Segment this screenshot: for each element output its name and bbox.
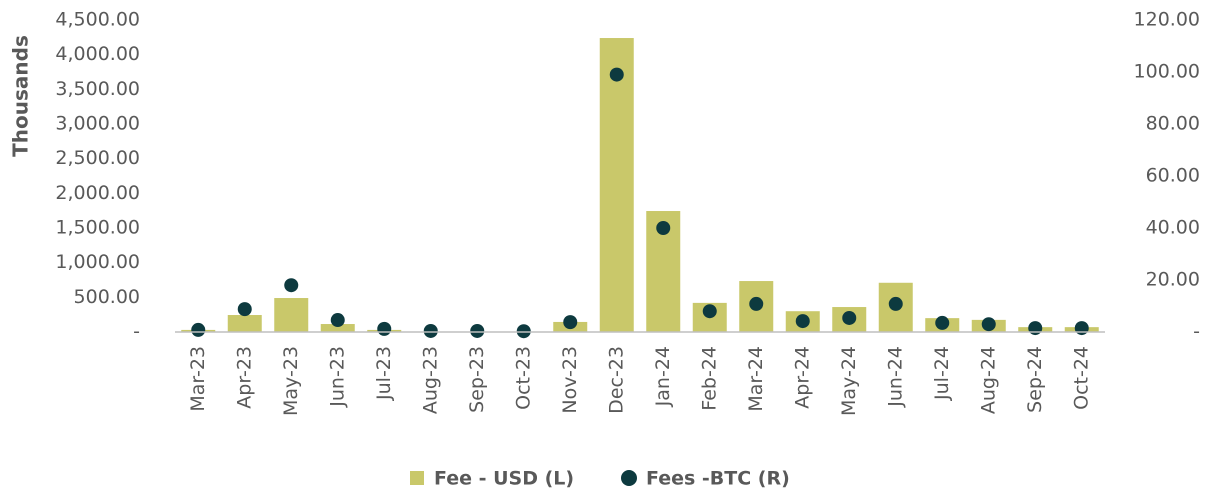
x-tick-label: Jun-24 — [884, 346, 906, 408]
y2-tick-label: 100.00 — [1134, 61, 1200, 83]
x-tick-label: Sep-23 — [466, 346, 488, 413]
y-tick-label: 2,500.00 — [55, 147, 140, 169]
dot — [656, 221, 671, 235]
dot — [888, 296, 903, 311]
dot — [749, 296, 764, 311]
dot — [423, 323, 438, 338]
y-tick-label: 2,000.00 — [55, 182, 140, 204]
y-tick-label: 4,500.00 — [55, 9, 140, 31]
dot — [330, 313, 345, 328]
y2-tick-label: 20.00 — [1146, 269, 1200, 291]
y-tick-label: 4,000.00 — [55, 43, 140, 65]
dot — [609, 67, 624, 82]
x-tick-label: Oct-23 — [512, 346, 534, 410]
dot — [191, 322, 206, 337]
y-tick-label: 3,000.00 — [55, 113, 140, 135]
dot — [470, 323, 485, 338]
bar — [227, 315, 262, 332]
y-tick-label: 1,000.00 — [55, 251, 140, 273]
x-tick-label: Jul-23 — [373, 346, 395, 401]
y2-tick-label: - — [1193, 321, 1200, 343]
dot — [1074, 321, 1089, 336]
x-tick-label: Feb-24 — [698, 346, 720, 411]
x-tick-label: Dec-23 — [605, 346, 627, 414]
dot — [935, 315, 950, 330]
x-tick-label: Oct-24 — [1070, 346, 1092, 410]
dot — [516, 324, 531, 339]
legend-label: Fees -BTC (R) — [646, 468, 790, 490]
y2-tick-label: 120.00 — [1134, 9, 1200, 31]
x-tick-label: May-23 — [280, 346, 302, 416]
dot — [377, 321, 392, 336]
legend-label: Fee - USD (L) — [434, 468, 574, 490]
x-tick-label: Apr-24 — [791, 346, 813, 409]
legend-swatch — [410, 471, 424, 485]
x-tick-label: Jan-24 — [652, 346, 674, 407]
bar — [320, 324, 355, 332]
dot — [563, 315, 578, 330]
dot — [702, 304, 717, 319]
x-tick-label: Aug-24 — [977, 346, 999, 414]
y-axis-label: Thousands — [9, 35, 33, 157]
dot — [237, 302, 252, 317]
dot — [842, 310, 857, 325]
y-tick-label: 3,500.00 — [55, 78, 140, 100]
x-tick-label: Nov-23 — [559, 346, 581, 414]
bar — [599, 38, 634, 332]
x-tick-label: Sep-24 — [1024, 346, 1046, 413]
bar — [274, 298, 309, 332]
y-tick-label: - — [133, 321, 140, 343]
x-tick-label: Jun-23 — [326, 346, 348, 408]
x-tick-label: Aug-23 — [419, 346, 441, 414]
y-tick-label: 500.00 — [74, 286, 140, 308]
dot — [981, 317, 996, 332]
legend-swatch — [621, 470, 637, 486]
y2-tick-label: 80.00 — [1146, 113, 1200, 135]
x-tick-label: May-24 — [838, 346, 860, 416]
x-tick-label: Mar-24 — [745, 346, 767, 412]
y2-tick-label: 40.00 — [1146, 217, 1200, 239]
x-tick-label: Mar-23 — [187, 346, 209, 412]
dot — [284, 278, 299, 293]
y-tick-label: 1,500.00 — [55, 217, 140, 239]
x-tick-label: Apr-23 — [233, 346, 255, 409]
x-tick-label: Jul-24 — [931, 346, 953, 401]
dot — [1028, 321, 1043, 336]
y2-tick-label: 60.00 — [1146, 165, 1200, 187]
dot — [795, 314, 810, 329]
